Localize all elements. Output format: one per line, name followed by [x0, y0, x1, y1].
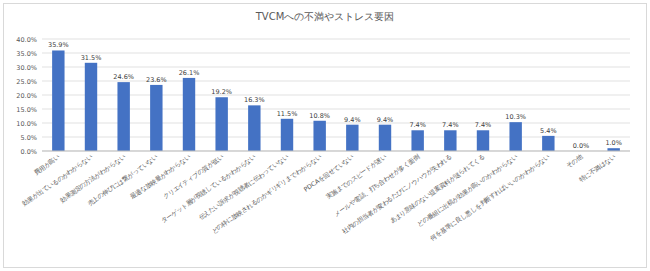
bars — [52, 50, 620, 151]
grid-line — [42, 53, 630, 54]
x-tick-label: どの枠に放映されるのかギリギリまでわからない — [210, 153, 323, 235]
data-label: 10.3% — [505, 113, 526, 121]
x-tick-label: 特に不満はない — [578, 153, 617, 184]
grid-line — [42, 137, 630, 138]
data-label: 7.4% — [409, 121, 426, 129]
bar — [215, 97, 227, 151]
bar — [509, 122, 521, 151]
x-tick-label: 費用が高い — [32, 153, 61, 176]
bar — [477, 130, 489, 151]
x-tick-label: 最適な放映量がわからない — [129, 153, 193, 201]
grid-line — [42, 39, 630, 40]
x-tick-label: その他 — [565, 153, 584, 170]
data-label: 11.5% — [277, 110, 298, 118]
data-label: 16.3% — [244, 96, 265, 104]
data-label: 10.8% — [309, 112, 330, 120]
y-tick-label: 30.0% — [16, 64, 37, 72]
data-label: 26.1% — [179, 69, 200, 77]
bar — [313, 121, 325, 151]
bar — [248, 105, 260, 151]
y-tick-label: 35.0% — [16, 50, 37, 58]
data-label: 19.2% — [211, 88, 232, 96]
bar — [542, 136, 554, 151]
data-label: 1.0% — [605, 139, 622, 147]
bar — [183, 78, 195, 151]
bar — [444, 130, 456, 151]
data-label: 7.4% — [442, 121, 459, 129]
y-tick-label: 10.0% — [16, 120, 37, 128]
data-label: 23.6% — [146, 76, 167, 84]
y-tick-label: 0.0% — [20, 148, 37, 156]
y-tick-label: 25.0% — [16, 78, 37, 86]
y-tick-label: 40.0% — [16, 36, 37, 44]
y-tick-label: 5.0% — [20, 134, 37, 142]
data-label: 7.4% — [475, 121, 492, 129]
chart: TVCMへの不満やストレス要因 0.0% 5.0% 10.0% 15.0% 20.0% 25… — [0, 0, 650, 271]
x-tick-label: 何を基準に良し悪しを判断すればいいのかわからない — [429, 153, 552, 242]
chart-frame — [4, 4, 647, 268]
x-tick-label: クリエイティブの質が低い — [161, 153, 225, 201]
grid-line — [42, 123, 630, 124]
data-label: 35.9% — [48, 41, 69, 49]
bar — [117, 82, 129, 151]
data-label: 0.0% — [573, 142, 590, 150]
x-tick-label: PDCAを回せていない — [302, 153, 355, 194]
bar — [379, 125, 391, 151]
grid-line — [42, 151, 630, 152]
data-label: 5.4% — [540, 127, 557, 135]
bar — [85, 63, 97, 151]
bar — [411, 130, 423, 151]
grid-line — [42, 95, 630, 96]
bar — [281, 119, 293, 151]
bar — [346, 125, 358, 151]
bar — [150, 85, 162, 151]
data-label: 24.6% — [113, 73, 134, 81]
title: TVCMへの不満やストレス要因 — [255, 11, 395, 22]
data-label: 9.4% — [344, 116, 361, 124]
data-label: 31.5% — [81, 54, 102, 62]
grid-line — [42, 67, 630, 68]
y-tick-label: 20.0% — [16, 92, 37, 100]
x-tick-label: 実施までのスピードが遅い — [325, 153, 388, 200]
data-label: 9.4% — [377, 116, 394, 124]
grid-line — [42, 109, 630, 110]
x-tick-label: 社内の担当者が変わるたびにノウハウが失われる — [341, 153, 453, 234]
bar — [52, 50, 64, 151]
y-tick-label: 15.0% — [16, 106, 37, 114]
x-axis — [42, 151, 630, 152]
